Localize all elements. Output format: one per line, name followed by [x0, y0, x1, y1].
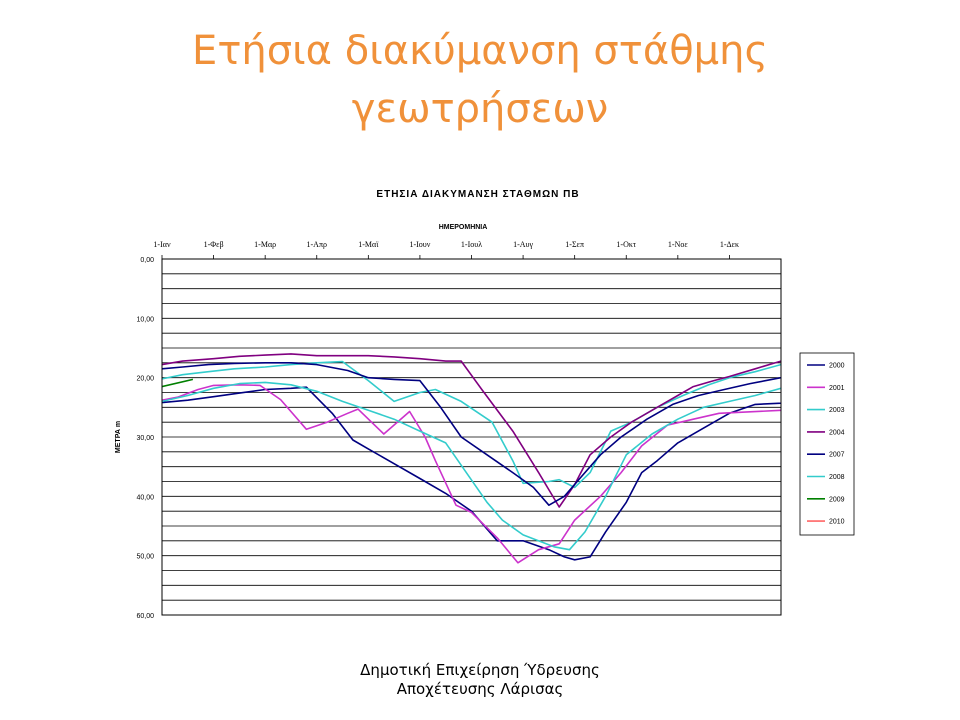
legend-label-2007: 2007 — [829, 452, 845, 459]
slide-title-line1: Ετήσια διακύμανση στάθμης — [192, 28, 768, 74]
y-tick-label: 40,00 — [136, 494, 154, 501]
legend-box — [799, 352, 855, 536]
series-line-2001 — [162, 383, 781, 564]
y-tick-label: 0,00 — [140, 257, 154, 264]
legend: 2000 2001 2003 2004 2007 2008 2009 2010 — [799, 352, 855, 536]
footer-line1: Δημοτική Επιχείρηση Ύδρευσης — [360, 661, 600, 679]
slide-title-line2: γεωτρήσεων — [351, 86, 609, 132]
legend-label-2009: 2009 — [829, 496, 845, 503]
y-tick-labels: 0,00 10,00 20,00 30,00 40,00 50,00 60,00 — [136, 257, 154, 620]
series-line-2008 — [162, 381, 781, 551]
series-lines — [162, 353, 781, 564]
x-tick-label: 1-Οκτ — [616, 240, 636, 249]
x-tick-label: 1-Δεκ — [720, 240, 739, 249]
y-tick-label: 60,00 — [136, 613, 154, 620]
series-line-2000 — [162, 386, 781, 561]
x-tick-label: 1-Αυγ — [513, 240, 533, 249]
x-tick-label: 1-Μαϊ — [358, 240, 379, 249]
y-tick-label: 50,00 — [136, 554, 154, 561]
y-axis-label: ΜΕΤΡΑ m — [115, 421, 122, 453]
chart-title: ΕΤΗΣΙΑ ΔΙΑΚΥΜΑΝΣΗ ΣΤΑΘΜΩΝ ΠΒ — [376, 189, 579, 200]
x-tick-label: 1-Ιουν — [409, 240, 430, 249]
legend-label-2003: 2003 — [829, 407, 845, 414]
y-tick-label: 20,00 — [136, 376, 154, 383]
x-tick-labels: 1-Ιαν 1-Φεβ 1-Μαρ 1-Απρ 1-Μαϊ 1-Ιουν 1-Ιουλ 1-Α… — [153, 240, 739, 259]
series-line-2003 — [162, 360, 781, 489]
series-line-2007 — [162, 361, 781, 507]
legend-label-2010: 2010 — [829, 519, 845, 526]
series-line-2009 — [162, 378, 194, 388]
x-axis-label: ΗΜΕΡΟΜΗΝΙΑ — [439, 224, 488, 231]
x-tick-label: 1-Φεβ — [204, 240, 224, 249]
y-tick-label: 30,00 — [136, 435, 154, 442]
x-tick-label: 1-Σεπ — [565, 240, 584, 249]
y-tick-label: 10,00 — [136, 316, 154, 323]
legend-label-2004: 2004 — [829, 429, 845, 436]
legend-label-2008: 2008 — [829, 474, 845, 481]
legend-label-2000: 2000 — [829, 363, 845, 370]
x-tick-label: 1-Απρ — [307, 240, 327, 249]
slide-title: Ετήσια διακύμανση στάθμης γεωτρήσεων — [0, 22, 960, 138]
x-tick-label: 1-Μαρ — [254, 240, 276, 249]
x-tick-label: 1-Ιαν — [153, 240, 171, 249]
footer-line2: Αποχέτευσης Λάρισας — [396, 680, 564, 698]
footer: Δημοτική Επιχείρηση Ύδρευσης Αποχέτευσης… — [0, 661, 960, 699]
x-tick-label: 1-Ιουλ — [461, 240, 482, 249]
series-line-2004 — [162, 353, 781, 508]
x-tick-label: 1-Νοε — [668, 240, 688, 249]
legend-label-2001: 2001 — [829, 385, 845, 392]
